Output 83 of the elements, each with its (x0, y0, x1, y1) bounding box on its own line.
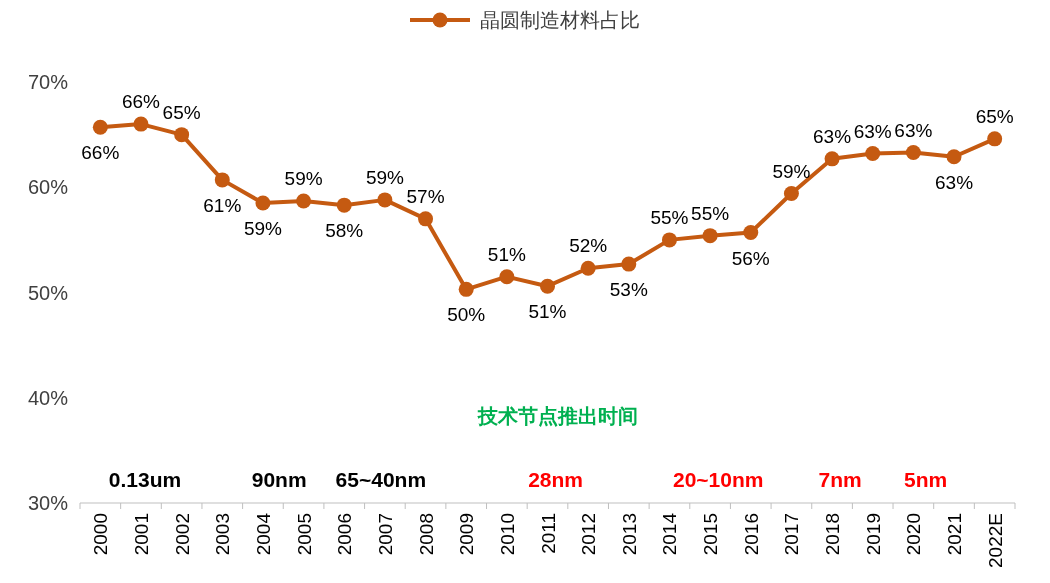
x-tick-label: 2018 (822, 513, 844, 556)
data-label: 56% (731, 247, 770, 269)
data-label: 65% (975, 105, 1014, 127)
x-tick-label: 2020 (903, 513, 925, 556)
x-tick-label: 2002 (171, 513, 193, 556)
data-label: 63% (935, 171, 974, 193)
data-label: 61% (203, 194, 242, 216)
annotation: 0.13um (108, 468, 182, 491)
x-tick-label: 2004 (252, 512, 274, 556)
x-tick-label: 2007 (374, 513, 396, 556)
point (336, 197, 352, 213)
x-tick-label: 2021 (944, 513, 966, 556)
point (865, 146, 881, 162)
x-tick-label: 2006 (334, 513, 356, 556)
x-tick-label: 2022E (984, 513, 1006, 568)
data-label: 52% (569, 235, 608, 257)
point (174, 127, 190, 143)
annotation: 5nm (903, 468, 948, 491)
x-tick-label: 2017 (781, 513, 803, 556)
x-tick-label: 2015 (700, 513, 722, 556)
point (661, 232, 677, 248)
point (92, 119, 108, 135)
point (743, 225, 759, 241)
point (296, 193, 312, 209)
x-tick-label: 2000 (90, 513, 112, 556)
point (499, 269, 515, 285)
point (946, 149, 962, 165)
point (987, 131, 1003, 147)
x-tick-label: 2009 (456, 513, 478, 556)
annotation: 90nm (251, 468, 307, 491)
y-tick-label: 30% (27, 492, 69, 514)
x-tick-label: 2008 (415, 513, 437, 556)
data-label: 63% (894, 119, 933, 141)
point (133, 116, 149, 132)
x-tick-label: 2012 (578, 513, 600, 556)
data-label: 50% (447, 304, 486, 326)
data-label: 55% (691, 202, 730, 224)
data-label: 63% (813, 125, 852, 147)
annotation: 28nm (528, 468, 584, 491)
annotation: 7nm (818, 468, 862, 491)
point (905, 145, 921, 161)
annotation: 65~40nm (335, 468, 427, 491)
point (621, 256, 637, 272)
x-tick-label: 2010 (496, 513, 518, 556)
data-label: 51% (528, 301, 567, 323)
point (824, 151, 840, 167)
x-tick-label: 2005 (293, 513, 315, 556)
data-label: 65% (162, 101, 201, 123)
data-label: 55% (650, 206, 689, 228)
data-label: 51% (487, 243, 526, 265)
y-tick-label: 70% (27, 71, 69, 93)
legend-label: 晶圆制造材料占比 (480, 9, 640, 31)
x-tick-label: 2014 (659, 512, 681, 556)
data-label: 66% (121, 91, 161, 113)
point (458, 281, 474, 297)
data-label: 59% (365, 166, 405, 188)
y-tick-label: 40% (27, 386, 69, 409)
y-tick-label: 50% (27, 281, 69, 304)
point (377, 192, 393, 208)
data-label: 57% (406, 185, 445, 207)
point (540, 278, 555, 294)
data-label: 59% (772, 160, 811, 182)
annotation: 技术节点推出时间 (476, 405, 638, 428)
data-label: 63% (853, 120, 892, 142)
x-tick-label: 2011 (537, 513, 559, 554)
data-label: 53% (609, 279, 648, 301)
x-tick-label: 2013 (618, 513, 640, 556)
x-tick-label: 2003 (212, 513, 234, 556)
x-tick-label: 2016 (740, 513, 762, 556)
data-label: 59% (243, 218, 283, 240)
data-label: 59% (284, 167, 323, 189)
annotation: 20~10nm (673, 468, 764, 491)
point (418, 211, 434, 227)
point (783, 186, 799, 202)
point (214, 172, 230, 188)
y-tick-label: 60% (27, 176, 69, 199)
point (702, 228, 718, 244)
point (255, 195, 271, 211)
point (580, 260, 596, 276)
x-tick-label: 2001 (130, 513, 152, 556)
x-tick-label: 2019 (862, 513, 884, 556)
data-label: 66% (81, 142, 120, 164)
data-label: 58% (325, 220, 364, 242)
